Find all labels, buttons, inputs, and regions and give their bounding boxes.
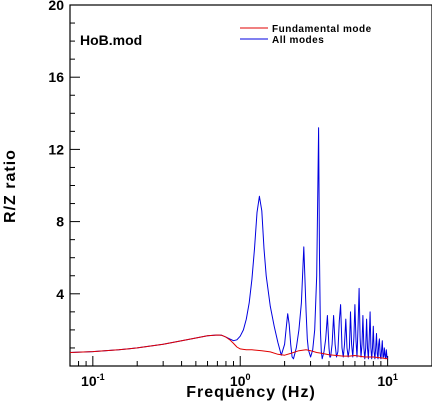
series-layer <box>70 128 388 359</box>
x-tick-label: 101 <box>377 372 398 389</box>
legend-label-all-modes: All modes <box>272 35 324 46</box>
legend: Fundamental mode All modes <box>240 24 372 46</box>
series-line-all-modes <box>70 128 388 359</box>
y-axis-title: R/Z ratio <box>2 149 19 223</box>
x-axis-title: Frequency (Hz) <box>186 384 316 401</box>
y-tick-label: 16 <box>48 69 64 85</box>
plot-annotation: HoB.mod <box>80 32 142 48</box>
y-tick-label: 8 <box>56 214 64 230</box>
legend-label-fundamental-mode: Fundamental mode <box>272 24 372 35</box>
y-axis-ticks: 4 8 12 16 20 <box>48 0 80 348</box>
y-tick-label: 4 <box>56 286 64 302</box>
y-tick-label: 20 <box>48 0 64 13</box>
x-tick-label: 10-1 <box>81 372 105 389</box>
plot-frame <box>70 5 432 366</box>
y-tick-label: 12 <box>48 141 64 157</box>
series-line-fundamental-mode <box>70 335 388 359</box>
